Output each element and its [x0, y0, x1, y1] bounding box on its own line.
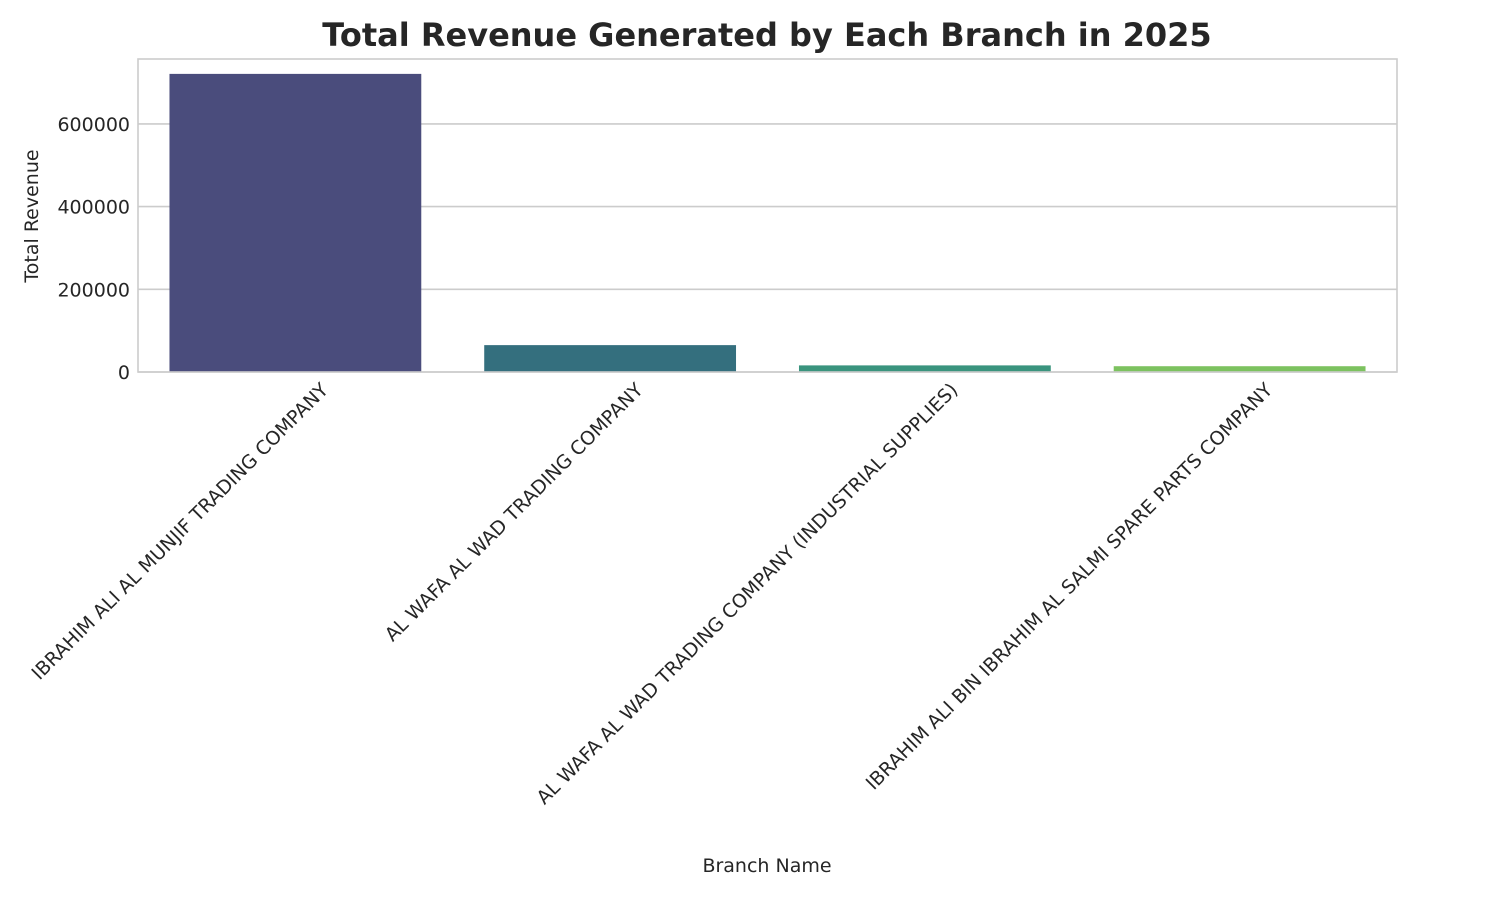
y-tick-labels: 0 200000 400000 600000 — [57, 114, 130, 384]
bars — [169, 73, 1366, 372]
y-tick-label: 200000 — [57, 279, 130, 301]
x-tick-label: IBRAHIM ALI BIN IBRAHIM AL SALMI SPARE P… — [862, 379, 1278, 795]
y-tick-label: 0 — [118, 362, 130, 384]
y-axis-label: Total Revenue — [21, 149, 43, 283]
bar — [484, 345, 737, 372]
x-tick-label: IBRAHIM ALI AL MUNJIF TRADING COMPANY — [28, 379, 334, 685]
x-axis-label: Branch Name — [702, 855, 831, 877]
bar — [1113, 366, 1366, 372]
x-tick-labels: IBRAHIM ALI AL MUNJIF TRADING COMPANY AL … — [28, 379, 1278, 809]
y-tick-label: 600000 — [57, 114, 130, 136]
x-tick-label: AL WAFA AL WAD TRADING COMPANY — [381, 379, 648, 646]
bar — [798, 365, 1051, 372]
bar — [169, 73, 422, 372]
chart-title: Total Revenue Generated by Each Branch i… — [322, 16, 1211, 54]
plot-frame — [137, 58, 1398, 373]
y-tick-label: 400000 — [57, 197, 130, 219]
